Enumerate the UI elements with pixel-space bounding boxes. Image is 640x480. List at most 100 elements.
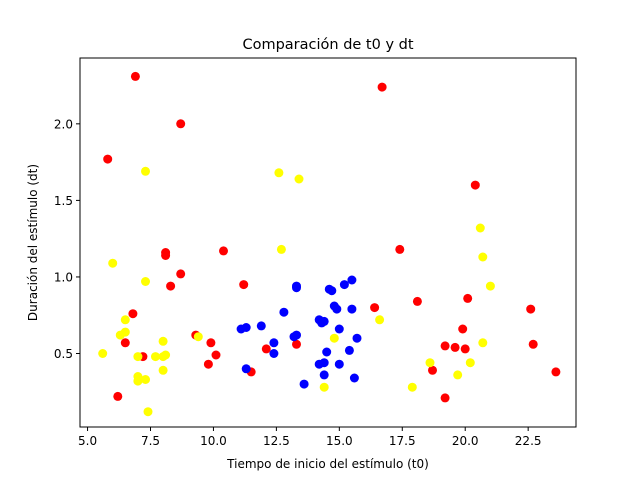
data-point-series-2-31 <box>407 382 417 392</box>
data-point-series-1-8 <box>219 246 228 256</box>
data-point-series-3-3 <box>292 283 301 293</box>
data-point-series-1-35 <box>440 393 450 403</box>
data-point-series-1-31 <box>460 344 470 354</box>
data-point-series-3-19 <box>292 330 301 340</box>
data-point-series-2-15 <box>329 333 339 343</box>
data-point-series-1-9 <box>395 244 405 254</box>
data-point-series-3-15 <box>241 323 251 332</box>
x-axis-ticks: 5.0 7.5 10.0 12.5 15.0 17.5 20.0 22.5 <box>78 427 542 448</box>
data-point-series-2-30 <box>319 382 329 392</box>
data-point-series-1-34 <box>113 391 123 401</box>
data-point-series-3-6 <box>339 280 349 290</box>
data-point-series-1-30 <box>450 342 460 352</box>
data-point-series-1-17 <box>526 304 536 314</box>
data-point-series-1-14 <box>412 296 422 306</box>
data-point-series-3-29 <box>319 370 329 380</box>
data-point-series-3-17 <box>334 324 344 334</box>
points-layer <box>98 71 561 417</box>
chart-title: Comparación de t0 y dt <box>242 37 413 53</box>
x-tick-label: 7.5 <box>141 434 160 448</box>
data-point-series-2-2 <box>274 168 284 178</box>
data-point-series-2-10 <box>120 315 130 325</box>
data-point-series-1-3 <box>176 119 186 129</box>
x-tick-label: 17.5 <box>389 434 416 448</box>
data-point-series-3-16 <box>256 321 266 331</box>
data-point-series-3-8 <box>332 304 342 314</box>
data-point-series-1-15 <box>128 309 138 319</box>
data-point-series-1-26 <box>203 359 213 369</box>
x-tick-label: 10.0 <box>200 434 227 448</box>
data-point-series-3-28 <box>241 364 251 374</box>
data-point-series-3-27 <box>334 359 344 369</box>
data-point-series-3-26 <box>319 358 329 368</box>
x-tick-label: 22.5 <box>515 434 542 448</box>
data-point-series-2-14 <box>193 332 203 342</box>
data-point-series-2-29 <box>453 370 463 380</box>
data-point-series-2-8 <box>141 277 150 286</box>
data-point-series-2-6 <box>478 252 488 262</box>
y-tick-label: 1.5 <box>54 194 73 208</box>
data-point-series-1-10 <box>176 269 186 279</box>
data-point-series-1-12 <box>239 280 249 290</box>
data-point-series-2-4 <box>475 223 485 233</box>
data-point-series-1-28 <box>428 365 437 375</box>
data-point-series-3-9 <box>347 304 357 314</box>
data-point-series-3-30 <box>349 373 359 383</box>
data-point-series-2-23 <box>425 358 435 368</box>
data-point-series-3-13 <box>319 316 329 326</box>
data-point-series-1-18 <box>458 324 468 334</box>
data-point-series-2-17 <box>158 336 168 346</box>
data-point-series-2-11 <box>375 315 385 325</box>
x-axis-label: Tiempo de inicio del estímulo (t0) <box>226 457 429 471</box>
y-tick-label: 2.0 <box>54 117 73 131</box>
data-point-series-1-13 <box>463 293 473 303</box>
y-axis-ticks: 0.5 1.0 1.5 2.0 <box>54 117 80 361</box>
data-point-series-1-25 <box>211 350 221 360</box>
data-point-series-3-31 <box>299 379 309 389</box>
data-point-series-2-1 <box>141 166 150 176</box>
data-point-series-3-24 <box>344 345 354 355</box>
data-point-series-1-11 <box>166 281 176 291</box>
data-point-series-2-16 <box>478 338 488 348</box>
y-tick-label: 0.5 <box>54 347 73 361</box>
data-point-series-2-5 <box>276 244 286 254</box>
data-point-series-3-21 <box>269 338 279 348</box>
data-point-series-1-4 <box>377 82 387 92</box>
data-point-series-1-5 <box>470 180 480 190</box>
data-point-series-2-24 <box>465 358 475 368</box>
y-axis-label: Duración del estímulo (dt) <box>26 164 40 321</box>
data-point-series-2-3 <box>294 174 304 184</box>
y-tick-label: 1.0 <box>54 270 73 284</box>
data-point-series-2-27 <box>133 376 143 386</box>
data-point-series-2-22 <box>161 350 171 360</box>
data-point-series-3-23 <box>322 347 332 357</box>
data-point-series-1-2 <box>130 71 140 81</box>
data-point-series-2-18 <box>98 349 108 358</box>
data-point-series-3-10 <box>279 307 289 317</box>
data-point-series-1-32 <box>528 339 538 349</box>
data-point-series-1-33 <box>551 367 561 377</box>
data-point-series-2-9 <box>485 281 495 291</box>
x-tick-label: 12.5 <box>263 434 290 448</box>
data-point-series-3-22 <box>269 349 279 358</box>
data-point-series-1-20 <box>120 338 130 348</box>
data-point-series-2-13 <box>115 330 125 340</box>
data-point-series-2-28 <box>141 375 150 384</box>
data-point-series-1-7 <box>161 251 171 260</box>
data-point-series-1-22 <box>292 339 301 349</box>
data-point-series-1-23 <box>261 344 271 354</box>
data-point-series-2-25 <box>158 365 168 375</box>
data-point-series-1-29 <box>440 341 450 351</box>
data-point-series-3-20 <box>352 333 362 343</box>
data-point-series-2-19 <box>133 352 143 362</box>
x-tick-label: 20.0 <box>452 434 479 448</box>
data-point-series-1-1 <box>103 154 113 164</box>
data-point-series-1-21 <box>206 338 216 348</box>
data-point-series-3-1 <box>347 275 357 285</box>
data-point-series-2-7 <box>108 258 118 268</box>
x-tick-label: 15.0 <box>326 434 353 448</box>
plot-frame <box>79 57 577 428</box>
data-point-series-2-20 <box>151 352 160 362</box>
x-tick-label: 5.0 <box>78 434 97 448</box>
